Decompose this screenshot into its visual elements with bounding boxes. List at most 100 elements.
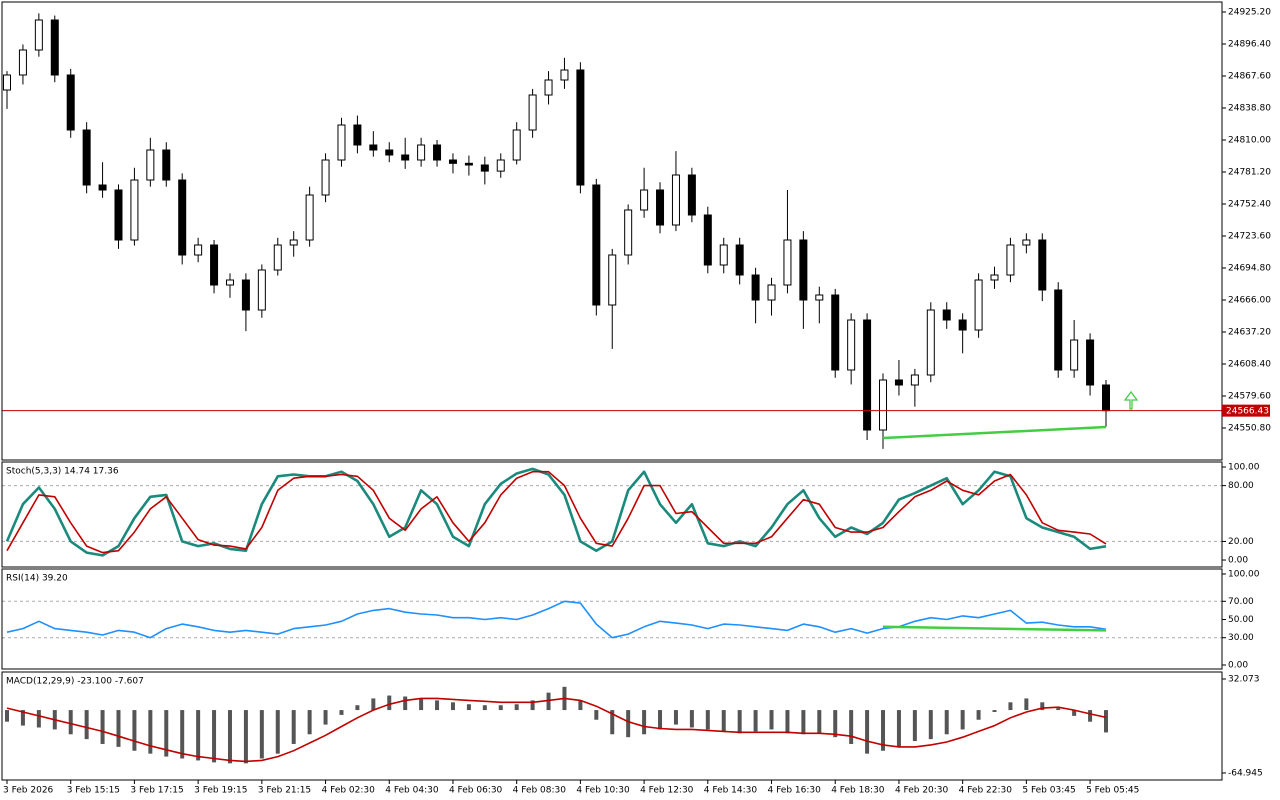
- macd-bar: [801, 710, 806, 735]
- candle-body: [512, 129, 521, 161]
- macd-bar: [626, 710, 631, 738]
- macd-bar: [769, 710, 774, 730]
- macd-bar: [84, 710, 89, 740]
- candle-body: [910, 374, 919, 386]
- macd-bar: [673, 710, 678, 725]
- x-tick-label: 4 Feb 22:30: [959, 786, 1013, 796]
- candle-body: [799, 239, 808, 301]
- panel-frame: [1, 1, 1223, 461]
- macd-bar: [243, 710, 248, 764]
- x-tick-label: 4 Feb 04:30: [385, 786, 439, 796]
- y-tick-label: 24810.00: [1228, 136, 1271, 146]
- macd-bar: [721, 710, 726, 732]
- y-tick-label: 50.00: [1228, 615, 1254, 625]
- macd-bar: [785, 710, 790, 734]
- macd-bar: [36, 710, 41, 728]
- macd-bar: [371, 698, 376, 711]
- macd-bar: [68, 710, 73, 735]
- candle-body: [210, 244, 219, 286]
- candle-body: [735, 244, 744, 276]
- candle-body: [385, 149, 394, 156]
- macd-bar: [610, 710, 615, 735]
- macd-bar: [1104, 710, 1108, 733]
- macd-bar: [976, 710, 981, 720]
- y-tick-label: 0.00: [1228, 660, 1248, 670]
- x-tick-label: 4 Feb 20:30: [895, 786, 949, 796]
- candle-body: [831, 294, 840, 371]
- y-tick-label: 0.00: [1228, 556, 1248, 566]
- y-tick-label: 24752.40: [1228, 200, 1271, 210]
- candle-body: [863, 319, 872, 431]
- candle-body: [98, 184, 107, 191]
- macd-bar: [928, 710, 933, 740]
- x-tick-label: 5 Feb 05:45: [1086, 786, 1139, 796]
- candle-body: [34, 19, 43, 51]
- candle-body: [560, 69, 569, 81]
- candle-body: [592, 184, 601, 306]
- macd-bar: [865, 710, 870, 754]
- panel-title: Stoch(5,3,3) 14.74 17.36: [6, 467, 119, 477]
- plot: [5, 686, 1108, 764]
- macd-bar: [339, 710, 344, 715]
- x-tick-label: 3 Feb 21:15: [258, 786, 311, 796]
- macd-bar: [387, 695, 392, 711]
- x-tick-label: 4 Feb 16:30: [768, 786, 822, 796]
- plot: [2, 13, 1222, 449]
- y-tick-label: 24694.80: [1228, 264, 1271, 274]
- candle-body: [1070, 339, 1079, 371]
- candle-body: [3, 74, 11, 91]
- macd-bar: [100, 710, 105, 744]
- candle-body: [273, 244, 282, 271]
- indicator-line: [5, 467, 1107, 557]
- macd-bar: [132, 710, 137, 751]
- macd-bar: [1008, 702, 1013, 711]
- y-tick-label: 24550.80: [1228, 424, 1271, 434]
- macd-bar: [689, 710, 694, 728]
- macd-bar: [227, 710, 232, 764]
- x-tick-label: 4 Feb 18:30: [831, 786, 885, 796]
- y-tick-label: 24838.80: [1228, 104, 1271, 114]
- candle-body: [528, 94, 537, 131]
- candle-body: [496, 159, 505, 172]
- panel-frame: [1, 568, 1223, 670]
- macd-bar: [912, 710, 917, 742]
- macd-bar: [498, 705, 503, 711]
- macd-bar: [705, 710, 710, 730]
- macd-bar: [1024, 698, 1029, 711]
- candle-body: [767, 284, 776, 301]
- x-tick-label: 4 Feb 10:30: [576, 786, 630, 796]
- trendline: [882, 425, 1107, 440]
- candle-body: [624, 209, 633, 256]
- macd-bar: [275, 710, 280, 754]
- macd-bar: [896, 710, 901, 747]
- indicator-line: [6, 470, 1107, 554]
- candle-body: [241, 279, 250, 311]
- current-price-label: 24566.43: [1226, 407, 1269, 417]
- y-tick-label: 100.00: [1228, 570, 1260, 580]
- candle-body: [958, 319, 967, 331]
- macd-bar: [1040, 702, 1045, 711]
- macd-bar: [466, 704, 471, 711]
- x-tick-label: 3 Feb 2026: [3, 786, 54, 796]
- x-tick-label: 3 Feb 19:15: [194, 786, 247, 796]
- macd-bar: [164, 710, 169, 757]
- candle-body: [448, 159, 457, 164]
- candle-body: [1102, 384, 1110, 412]
- candle-body: [783, 239, 792, 286]
- panel-title: MACD(12,29,9) -23.100 -7.607: [6, 677, 144, 687]
- candle-body: [576, 69, 585, 186]
- macd-bar: [323, 710, 328, 725]
- y-tick-label: 24896.40: [1228, 40, 1271, 50]
- candle-body: [894, 379, 903, 386]
- candle-body: [50, 19, 59, 76]
- macd-bar: [1072, 710, 1077, 716]
- y-tick-label: -64.945: [1228, 768, 1263, 778]
- candle-body: [1022, 239, 1031, 246]
- x-tick-label: 4 Feb 06:30: [449, 786, 503, 796]
- candle-body: [847, 319, 856, 371]
- panel-frame: [1, 671, 1223, 781]
- candle-body: [66, 74, 75, 131]
- macd-bar: [259, 710, 264, 759]
